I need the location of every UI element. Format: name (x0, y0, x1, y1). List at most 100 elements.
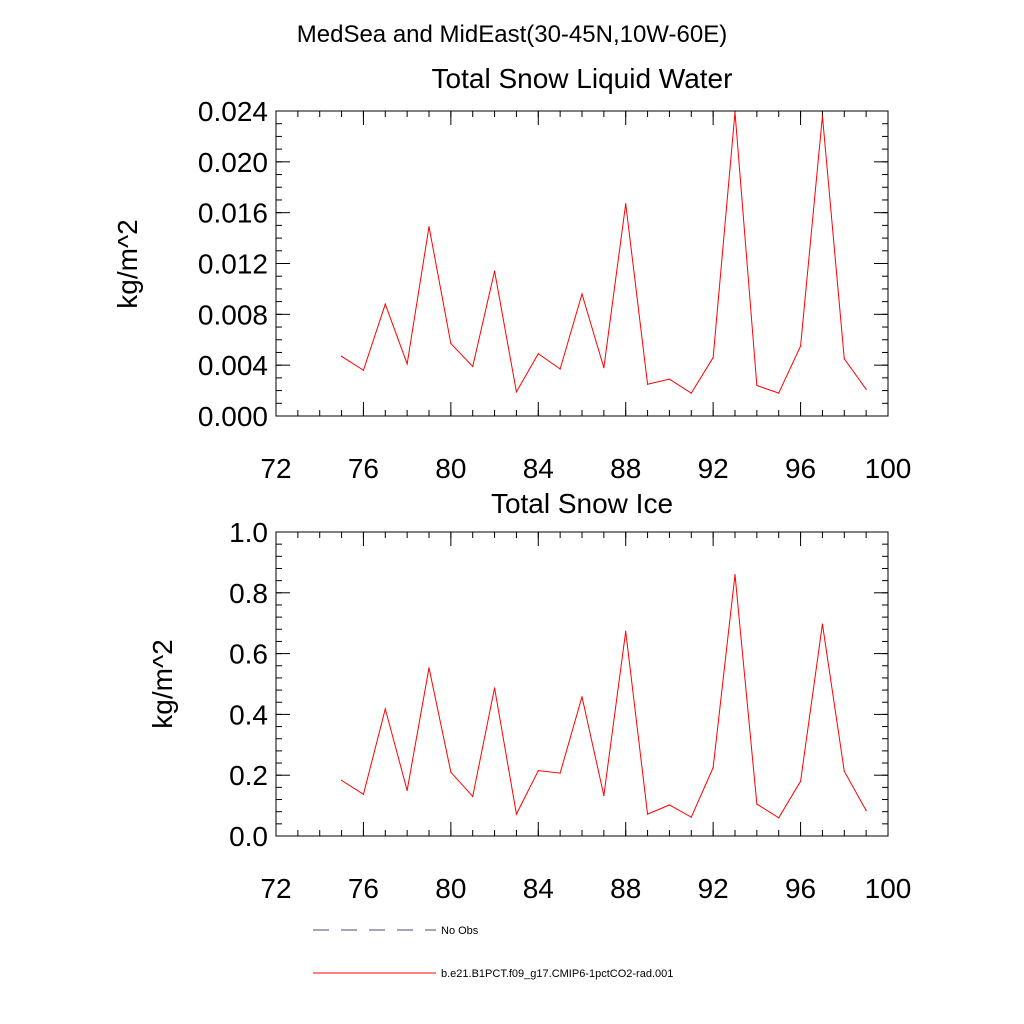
data-point (712, 767, 714, 769)
data-point (778, 392, 780, 394)
x-tick-label: 72 (260, 453, 291, 484)
x-tick-label: 72 (260, 873, 291, 904)
y-tick-label: 0.020 (198, 147, 268, 178)
x-tick-label: 76 (348, 873, 379, 904)
data-point (799, 345, 802, 347)
data-point (865, 809, 867, 812)
legend-label-no-obs: No Obs (441, 925, 479, 937)
y-axis-label: kg/m^2 (147, 639, 178, 728)
series-line (341, 112, 867, 394)
series-line (341, 574, 867, 819)
x-tick-label: 80 (435, 453, 466, 484)
data-point (843, 358, 845, 360)
y-axis-label: kg/m^2 (112, 219, 143, 308)
data-point (734, 111, 736, 113)
data-point (756, 384, 758, 387)
data-point (646, 383, 649, 385)
x-tick-label: 96 (785, 453, 816, 484)
x-tick-label: 92 (698, 873, 729, 904)
y-tick-label: 0.024 (198, 96, 268, 127)
chart-title: Total Snow Liquid Water (432, 63, 733, 94)
data-point (384, 303, 386, 305)
x-tick-label: 76 (348, 453, 379, 484)
data-point (472, 795, 474, 798)
data-point (581, 293, 583, 295)
y-tick-label: 0.8 (229, 578, 268, 609)
data-point (450, 342, 452, 345)
series-group (340, 111, 867, 394)
data-point (756, 803, 758, 805)
data-point (603, 367, 605, 369)
x-tick-label: 100 (865, 453, 912, 484)
data-point (668, 804, 671, 806)
data-point (843, 770, 845, 772)
data-point (581, 696, 583, 698)
y-tick-label: 0.2 (229, 760, 268, 791)
axis-ticks (275, 110, 889, 417)
data-point (472, 365, 474, 368)
legend: No Obs b.e21.B1PCT.f09_g17.CMIP6-1pctCO2… (313, 925, 673, 980)
data-point (625, 203, 627, 205)
data-point (865, 388, 867, 390)
data-point (625, 630, 627, 633)
y-tick-label: 0.4 (229, 699, 268, 730)
chart-panel-snow-liquid-water: Total Snow Liquid Water kg/m^2 72 76 80 84 8… (112, 63, 911, 484)
tick-labels: 72 76 80 84 88 92 96 100 0.0 0.2 0.4 0.6 0.8 1.0 (229, 517, 911, 904)
data-point (450, 771, 452, 773)
data-point (690, 816, 692, 818)
data-point (646, 813, 649, 815)
data-point (340, 779, 343, 781)
y-tick-label: 0.012 (198, 249, 268, 280)
y-tick-label: 0.008 (198, 299, 268, 330)
chart-panel-snow-ice: Total Snow Ice kg/m^2 72 76 80 84 88 92 96 100 0… (147, 488, 911, 904)
y-tick-label: 0.0 (229, 821, 268, 852)
data-point (537, 353, 539, 355)
y-tick-label: 0.016 (198, 198, 268, 229)
data-point (799, 780, 802, 782)
figure-title: MedSea and MidEast(30-45N,10W-60E) (297, 21, 727, 48)
x-tick-label: 80 (435, 873, 466, 904)
data-point (493, 687, 496, 689)
data-point (712, 356, 714, 359)
axis-ticks (275, 531, 889, 837)
x-tick-label: 84 (523, 873, 554, 904)
tick-labels: 72 76 80 84 88 92 96 100 0.000 0.004 0.008 0.012 0.0… (198, 96, 911, 484)
data-point (559, 772, 561, 774)
y-tick-label: 1.0 (229, 517, 268, 548)
data-point (362, 369, 365, 371)
x-tick-label: 100 (865, 873, 912, 904)
data-point (559, 368, 561, 370)
data-point (406, 363, 408, 365)
x-tick-label: 96 (785, 873, 816, 904)
data-point (384, 708, 386, 710)
x-tick-label: 92 (698, 453, 729, 484)
series-group (340, 573, 867, 819)
data-point (821, 623, 824, 625)
data-point (668, 378, 671, 380)
data-point (603, 794, 605, 797)
data-point (778, 817, 780, 819)
data-point (428, 667, 430, 669)
data-point (690, 392, 692, 394)
data-point (734, 573, 736, 576)
data-point (340, 355, 343, 357)
data-point (406, 789, 408, 792)
plot-frame (275, 110, 889, 417)
data-point (821, 115, 824, 117)
chart-title: Total Snow Ice (491, 488, 673, 519)
data-point (515, 813, 518, 815)
data-point (362, 793, 365, 795)
data-point (493, 270, 496, 272)
data-point (428, 226, 430, 228)
data-point (515, 391, 518, 393)
y-tick-label: 0.6 (229, 639, 268, 670)
x-tick-label: 88 (610, 453, 641, 484)
data-point (537, 770, 539, 772)
y-tick-label: 0.004 (198, 350, 268, 381)
x-tick-label: 84 (523, 453, 554, 484)
x-tick-label: 88 (610, 873, 641, 904)
plot-frame (275, 531, 889, 837)
legend-label-model: b.e21.B1PCT.f09_g17.CMIP6-1pctCO2-rad.00… (441, 968, 673, 980)
y-tick-label: 0.000 (198, 401, 268, 432)
